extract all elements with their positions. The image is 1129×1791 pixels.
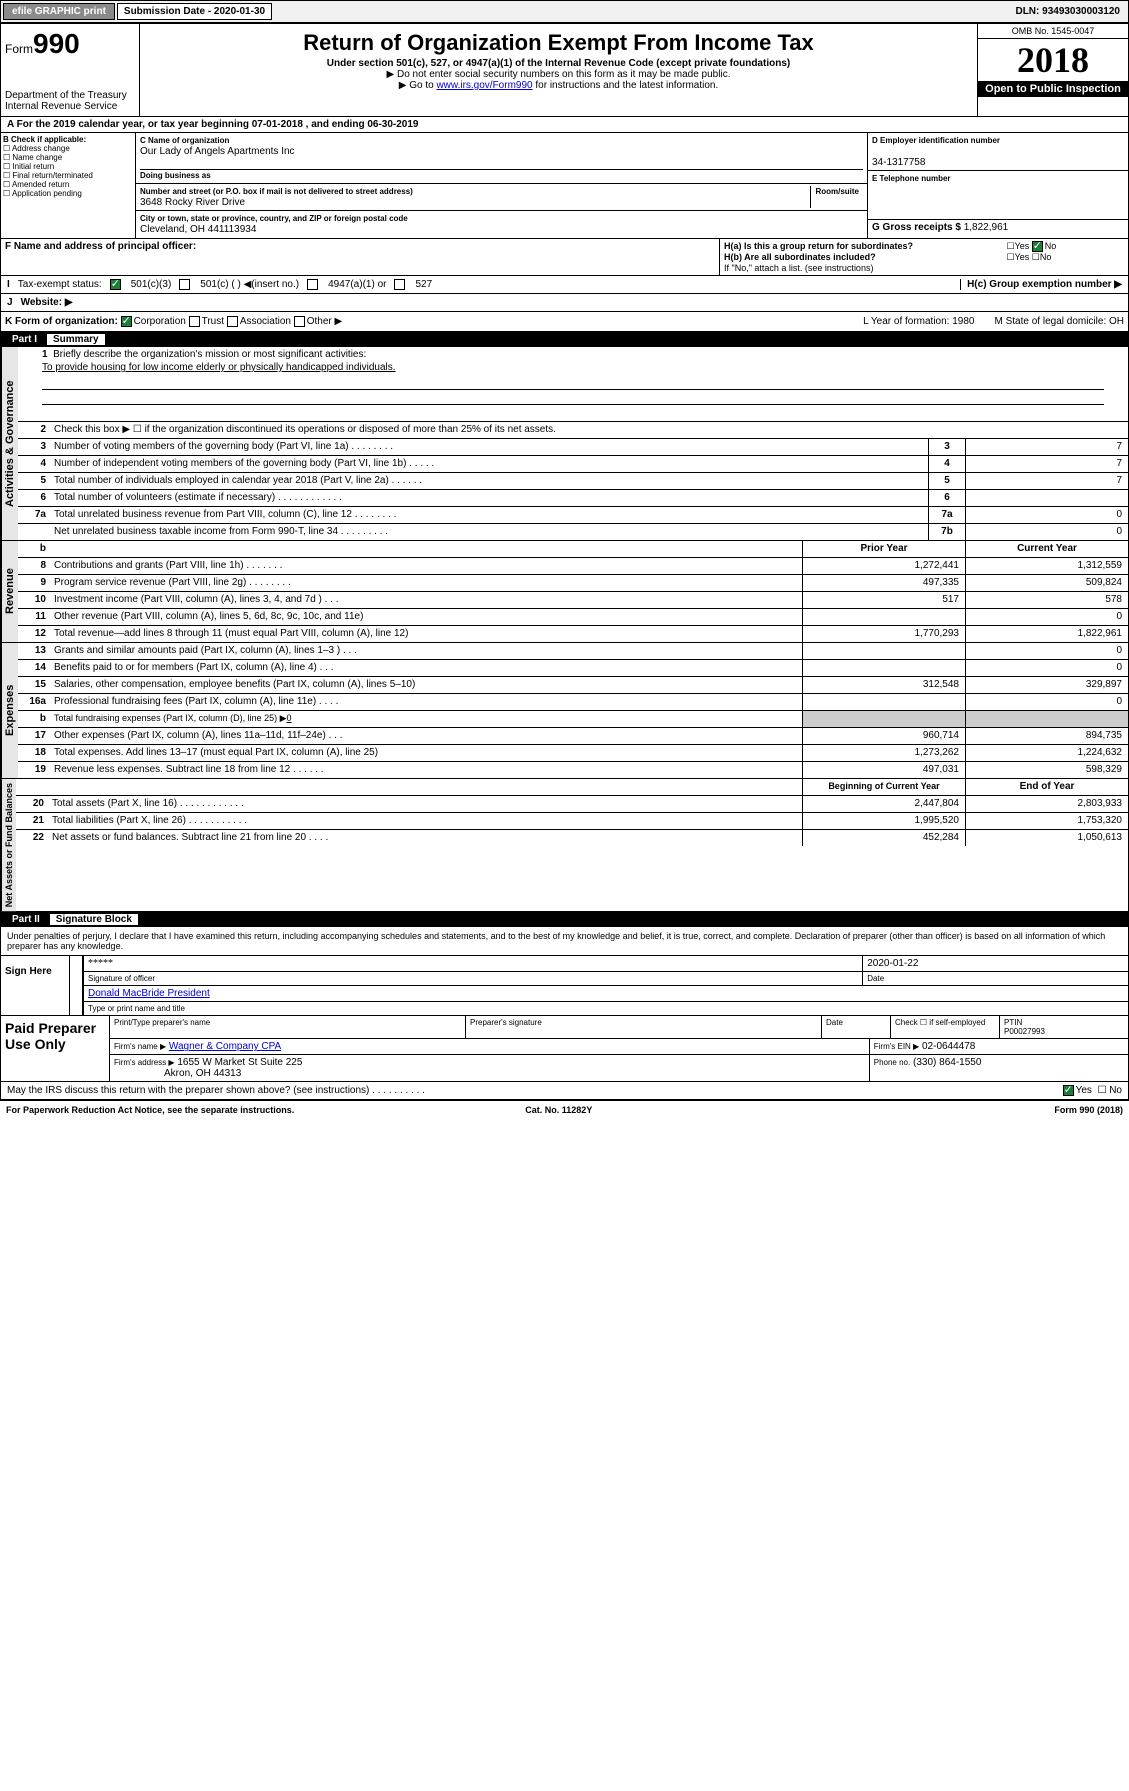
dln: DLN: 93493030003120 [1007, 4, 1128, 19]
org-name: Our Lady of Angels Apartments Inc [140, 146, 295, 157]
box-c: C Name of organizationOur Lady of Angels… [136, 133, 868, 238]
officer-name[interactable]: Donald MacBride President [88, 988, 210, 999]
box-i: ITax-exempt status: 501(c)(3) 501(c) ( )… [0, 276, 1129, 294]
part1-header: Part ISummary [0, 332, 1129, 347]
side-governance: Activities & Governance [1, 347, 18, 540]
form-number: Form990 [5, 28, 135, 60]
side-netassets: Net Assets or Fund Balances [1, 779, 16, 911]
org-city: Cleveland, OH 441113934 [140, 224, 256, 235]
box-b: B Check if applicable: ☐ Address change☐… [1, 133, 136, 238]
box-k: K Form of organization: Corporation Trus… [0, 312, 1129, 332]
tax-period: A For the 2019 calendar year, or tax yea… [1, 117, 424, 132]
box-f: F Name and address of principal officer: [5, 241, 196, 252]
form-header: Form990 Department of the Treasury Inter… [0, 23, 1129, 117]
page-footer: For Paperwork Reduction Act Notice, see … [0, 1100, 1129, 1119]
top-bar: efile GRAPHIC print Submission Date - 20… [0, 0, 1129, 23]
tax-year: 2018 [978, 39, 1128, 81]
discuss-row: May the IRS discuss this return with the… [0, 1082, 1129, 1100]
irs-label: Internal Revenue Service [5, 101, 135, 112]
box-d-e-g: D Employer identification number34-13177… [868, 133, 1128, 238]
501c3-checkbox[interactable] [110, 279, 121, 290]
sign-here-block: Sign Here *****2020-01-22 Signature of o… [0, 956, 1129, 1016]
dept-label: Department of the Treasury [5, 90, 135, 101]
org-address: 3648 Rocky River Drive [140, 197, 245, 208]
open-inspection: Open to Public Inspection [978, 81, 1128, 97]
submission-date: Submission Date - 2020-01-30 [117, 3, 272, 20]
val-3: 7 [965, 439, 1128, 455]
mission-text: To provide housing for low income elderl… [42, 362, 1104, 373]
form-subtitle: Under section 501(c), 527, or 4947(a)(1)… [144, 58, 973, 69]
note-link: ▶ Go to www.irs.gov/Form990 for instruct… [144, 80, 973, 91]
box-j: J Website: ▶ [0, 294, 1129, 312]
ein: 34-1317758 [872, 157, 925, 168]
gross-receipts: 1,822,961 [964, 222, 1009, 233]
efile-button[interactable]: efile GRAPHIC print [3, 3, 115, 20]
perjury-text: Under penalties of perjury, I declare th… [0, 927, 1129, 956]
form-title: Return of Organization Exempt From Incom… [144, 30, 973, 56]
irs-link[interactable]: www.irs.gov/Form990 [436, 80, 532, 91]
omb-number: OMB No. 1545-0047 [978, 24, 1128, 39]
box-h: H(a) Is this a group return for subordin… [720, 239, 1128, 275]
part2-header: Part IISignature Block [0, 912, 1129, 927]
note-ssn: ▶ Do not enter social security numbers o… [144, 69, 973, 80]
side-revenue: Revenue [1, 541, 18, 642]
paid-preparer-block: Paid Preparer Use Only Print/Type prepar… [0, 1016, 1129, 1082]
side-expenses: Expenses [1, 643, 18, 778]
